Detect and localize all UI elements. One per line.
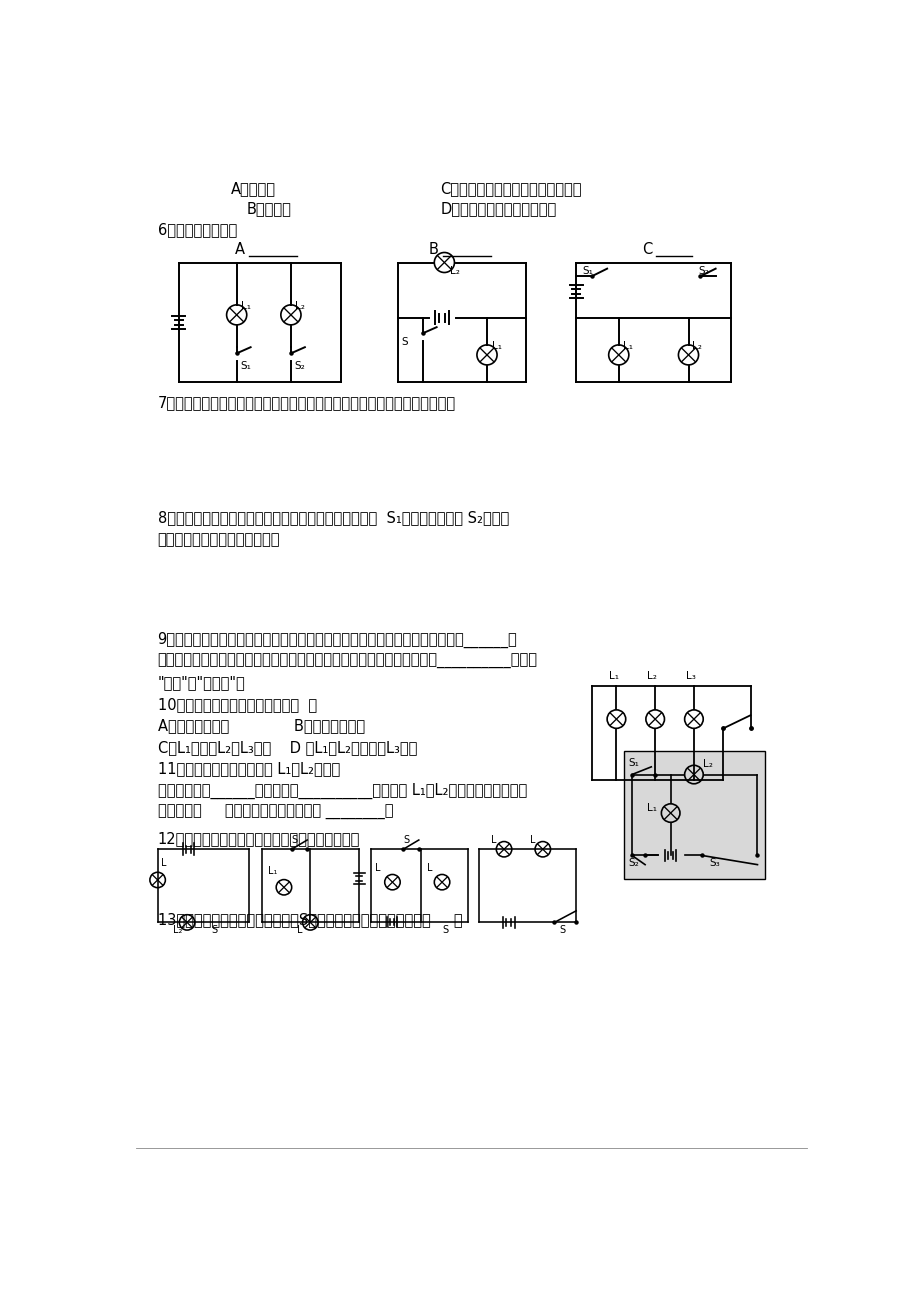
- Text: L₃: L₃: [686, 672, 696, 681]
- Text: L₂: L₂: [294, 301, 304, 311]
- Text: S: S: [403, 836, 409, 845]
- Text: C．可能是串联的，也可能是并联的: C．可能是串联的，也可能是并联的: [440, 181, 582, 195]
- Text: "发光"与"不发光"）: "发光"与"不发光"）: [157, 676, 245, 690]
- Text: L₂: L₂: [702, 759, 712, 769]
- Text: S₁: S₁: [240, 361, 251, 371]
- Text: 6．判断串、并联：: 6．判断串、并联：: [157, 221, 236, 237]
- Text: L₁: L₁: [622, 341, 632, 352]
- Text: L₁: L₁: [647, 803, 657, 812]
- Text: A．串联的: A．串联的: [231, 181, 276, 195]
- Text: 10、如图所示，当开关闭合时：（  ）: 10、如图所示，当开关闭合时：（ ）: [157, 697, 316, 712]
- Text: L₁: L₁: [608, 672, 618, 681]
- Text: 8．（选做）一个电铃和一个电动机组成并联电路，开关  S₁控制电铃，开关 S₂同时控: 8．（选做）一个电铃和一个电动机组成并联电路，开关 S₁控制电铃，开关 S₂同时…: [157, 510, 508, 526]
- Text: L₂: L₂: [173, 926, 182, 935]
- Text: A: A: [235, 242, 244, 258]
- Text: S₃: S₃: [709, 858, 720, 868]
- Text: S: S: [402, 337, 408, 348]
- Text: 制电铃和电动机，用电池作电源: 制电铃和电动机，用电池作电源: [157, 533, 279, 547]
- Text: S: S: [291, 836, 298, 845]
- Text: L₂: L₂: [449, 266, 460, 276]
- Text: L₂: L₂: [647, 672, 656, 681]
- Text: S₂: S₂: [628, 858, 638, 868]
- Text: L: L: [297, 926, 302, 935]
- Text: L₁: L₁: [268, 866, 278, 876]
- Text: S: S: [211, 926, 218, 935]
- Text: S₁: S₁: [582, 266, 593, 276]
- Text: A、三盏灯都发光              B、三盏灯都发光: A、三盏灯都发光 B、三盏灯都发光: [157, 719, 364, 733]
- Text: S: S: [559, 926, 564, 935]
- Text: L₁: L₁: [492, 341, 502, 352]
- Text: 11、如图所示电路，要使灯 L₁、L₂串联，: 11、如图所示电路，要使灯 L₁、L₂串联，: [157, 762, 339, 776]
- Text: L: L: [529, 836, 535, 845]
- Text: 则应闭合开关______，断开开关__________；要使灯 L₁、L₂并联，则应闭合开关: 则应闭合开关______，断开开关__________；要使灯 L₁、L₂并联，…: [157, 783, 527, 799]
- Text: C: C: [641, 242, 652, 258]
- Text: L: L: [161, 858, 166, 868]
- Text: 12、请你指出各个电路中小灯泡之间的连接方式，: 12、请你指出各个电路中小灯泡之间的连接方式，: [157, 831, 359, 846]
- FancyBboxPatch shape: [623, 751, 765, 879]
- Text: 9、两个灯泡串联时的特点是：接通电路后，当一个灯泡不发光时，另一个灯泡______；: 9、两个灯泡串联时的特点是：接通电路后，当一个灯泡不发光时，另一个灯泡_____…: [157, 631, 516, 648]
- Text: C、L₁发光，L₂和L₃发光    D 、L₁和L₂不发光，L₃发光: C、L₁发光，L₂和L₃发光 D 、L₁和L₂不发光，L₃发光: [157, 740, 416, 755]
- Text: S₂: S₂: [698, 266, 709, 276]
- Text: 7．画出一个电池，一个开关，一盏电灯和一个电动机组成的串联电路电路图: 7．画出一个电池，一个开关，一盏电灯和一个电动机组成的串联电路电路图: [157, 395, 455, 410]
- Text: S: S: [441, 926, 448, 935]
- Text: ，断开开关     ；绝对不能同时闭合开关 ________。: ，断开开关 ；绝对不能同时闭合开关 ________。: [157, 805, 392, 820]
- Text: S₂: S₂: [294, 361, 305, 371]
- Text: L: L: [374, 863, 380, 874]
- Text: S₁: S₁: [628, 758, 638, 768]
- Text: 两个灯泡并联的特点是：接通电路后，当一个灯泡不发光时，另一个灯泡__________。（填: 两个灯泡并联的特点是：接通电路后，当一个灯泡不发光时，另一个灯泡________…: [157, 654, 537, 669]
- Text: L: L: [491, 836, 496, 845]
- Text: L₁: L₁: [240, 301, 250, 311]
- Text: B: B: [428, 242, 438, 258]
- Text: 13、如图所示的电路图中，当开关S闭合后，两盏灯并联的电路是（     ）: 13、如图所示的电路图中，当开关S闭合后，两盏灯并联的电路是（ ）: [157, 913, 461, 927]
- Text: D．不能确定是何种连接方式: D．不能确定是何种连接方式: [440, 201, 556, 216]
- Text: B．并联的: B．并联的: [246, 201, 291, 216]
- Text: L₂: L₂: [692, 341, 701, 352]
- Text: L: L: [426, 863, 432, 874]
